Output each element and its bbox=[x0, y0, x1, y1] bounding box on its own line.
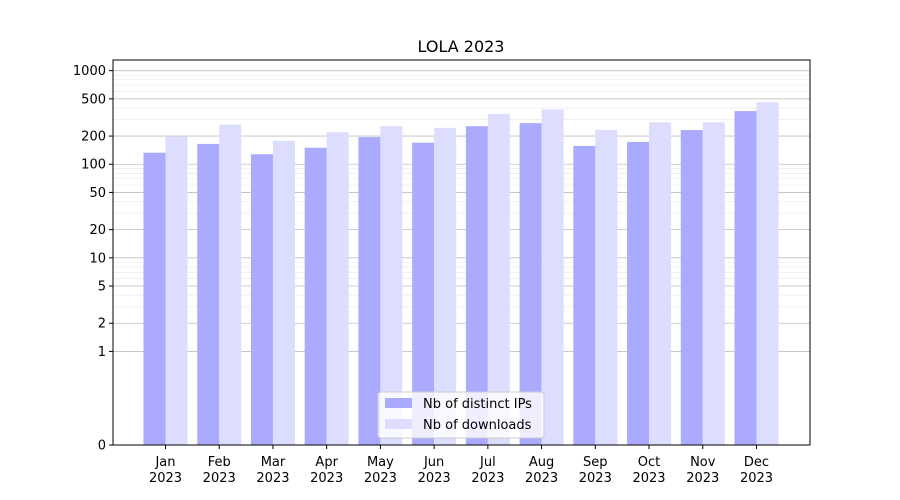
x-tick-label: May 2023 bbox=[364, 455, 397, 486]
bar-downloads bbox=[272, 140, 295, 445]
bar-downloads bbox=[380, 126, 403, 445]
bar-ips bbox=[627, 141, 650, 445]
bar-ips bbox=[197, 143, 220, 445]
x-tick-label: Jan 2023 bbox=[149, 455, 182, 486]
bar-downloads bbox=[541, 109, 564, 445]
y-tick-label: 50 bbox=[89, 186, 106, 201]
y-tick-label: 100 bbox=[81, 158, 106, 173]
bar-downloads bbox=[219, 124, 242, 445]
y-tick-label: 200 bbox=[81, 130, 106, 145]
x-tick-label: Sep 2023 bbox=[579, 455, 612, 486]
bar-downloads bbox=[487, 113, 510, 446]
x-tick-label: Jul 2023 bbox=[471, 455, 504, 486]
bar-ips bbox=[304, 147, 327, 445]
y-tick-label: 0 bbox=[98, 439, 106, 454]
legend-label-downloads: Nb of downloads bbox=[423, 418, 532, 433]
bar-downloads bbox=[434, 127, 457, 445]
bar-ips bbox=[680, 130, 703, 445]
bar-ips bbox=[250, 154, 273, 446]
y-tick-label: 10 bbox=[89, 251, 106, 266]
legend-frame bbox=[377, 391, 545, 439]
bar-layer bbox=[143, 102, 779, 446]
legend-swatch-ips bbox=[385, 398, 412, 408]
x-tick-label: Jun 2023 bbox=[418, 455, 451, 486]
y-tick-label: 1000 bbox=[73, 64, 106, 79]
bar-ips bbox=[465, 126, 488, 445]
legend-label-ips: Nb of distinct IPs bbox=[423, 397, 532, 412]
y-axis: 0 1 2 5 10 20 50 100 200 500 1000 bbox=[73, 64, 113, 454]
x-tick-label: Aug 2023 bbox=[525, 455, 558, 486]
y-tick-label: 2 bbox=[98, 317, 106, 332]
bar-ips bbox=[734, 111, 757, 445]
y-tick-label: 20 bbox=[89, 223, 106, 238]
bar-downloads bbox=[649, 122, 672, 445]
bar-downloads bbox=[595, 129, 618, 445]
legend: Nb of distinct IPs Nb of downloads bbox=[377, 391, 545, 439]
bar-ips bbox=[412, 142, 435, 445]
chart-title: LOLA 2023 bbox=[418, 37, 505, 56]
bar-downloads bbox=[165, 136, 188, 445]
legend-swatch-downloads bbox=[385, 419, 412, 429]
bar-downloads bbox=[756, 102, 779, 446]
y-tick-label: 5 bbox=[98, 280, 106, 295]
bar-ips bbox=[143, 152, 166, 445]
x-axis: Jan 2023 Feb 2023 Mar 2023 Apr 2023 May 2023 Jun 20… bbox=[149, 445, 773, 486]
x-tick-label: Nov 2023 bbox=[686, 455, 719, 486]
bar-ips bbox=[519, 123, 542, 446]
x-tick-label: Apr 2023 bbox=[310, 455, 343, 486]
x-tick-label: Mar 2023 bbox=[256, 455, 289, 486]
x-tick-label: Dec 2023 bbox=[740, 455, 773, 486]
bar-downloads bbox=[326, 132, 349, 445]
x-tick-label: Feb 2023 bbox=[203, 455, 236, 486]
plot-frame bbox=[112, 59, 811, 446]
y-tick-label: 500 bbox=[81, 92, 106, 107]
bar-ips bbox=[358, 137, 381, 445]
bar-downloads bbox=[702, 122, 725, 445]
x-tick-label: Oct 2023 bbox=[632, 455, 665, 486]
bar-ips bbox=[573, 145, 596, 445]
y-tick-label: 1 bbox=[98, 345, 106, 360]
